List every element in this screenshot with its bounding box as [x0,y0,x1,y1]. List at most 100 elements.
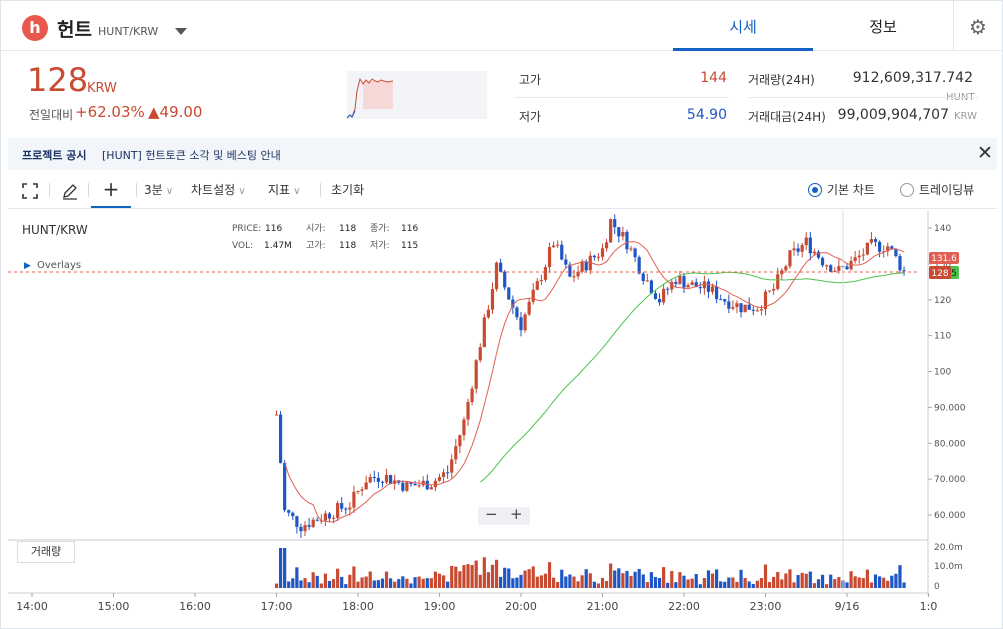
candle-body [617,227,621,237]
legend-close: 116 [401,224,418,234]
candle-body [886,246,890,252]
chart-settings-label: 차트설정 [191,183,236,197]
volume-bar [556,581,560,588]
volume-bar [625,570,629,588]
basic-chart-radio[interactable] [808,183,822,197]
volume-bar [670,571,674,588]
reset-button[interactable]: 초기화 [331,183,365,197]
ohlc-legend: PRICE: 116 시가: 118 종가: 116 VOL: 1.47M 고가… [232,223,418,251]
chevron-down-icon: ∨ [235,186,246,197]
candle-body [845,266,849,270]
candle-body [503,271,507,288]
price-chart[interactable]: 140 130 120 110 100 90.000 80.000 70.000 60.000 … [8,210,997,625]
volume-bar [454,566,458,588]
chevron-down-icon[interactable] [175,28,187,35]
chart-settings-menu[interactable]: 차트설정 ∨ [191,181,246,198]
candle-body [376,477,380,482]
divider [515,97,729,98]
price-tick-label: 130 [934,260,951,270]
candle-body [776,274,780,289]
project-notice-bar[interactable]: 프로젝트 공시 [HUNT] 헌트토큰 소각 및 베스팅 안내 ✕ [8,138,997,170]
indicators-menu[interactable]: 지표 ∨ [268,181,301,198]
volume-bar [572,576,576,588]
pencil-icon[interactable] [61,182,79,200]
candle-body [364,482,368,490]
candle-body [568,264,572,277]
candle-body [763,291,768,310]
candle-body [482,317,486,348]
candle-body [344,508,348,510]
tradingview-label[interactable]: 트레이딩뷰 [919,183,975,197]
coin-pair[interactable]: HUNT/KRW [98,25,159,38]
candle-body [715,286,719,300]
mini-price-chart [346,71,487,119]
candle-body [865,242,869,255]
volume-bar [417,576,421,588]
legend-open: 118 [339,224,356,234]
fullscreen-icon[interactable] [22,183,38,199]
candle-body [849,261,853,270]
zoom-out-button[interactable]: − [485,505,498,523]
volume-bar [519,574,523,588]
tab-quote[interactable]: 시세 [673,1,813,51]
candle-body [759,309,764,311]
volume-bar [853,576,857,588]
candle-body [462,419,466,436]
candle-body [653,293,658,300]
volume-indicator-button[interactable]: 거래량 [17,541,75,563]
candle-body [499,262,503,272]
candle-body [743,304,747,313]
volume-bar [307,582,311,588]
candle-body [604,242,609,249]
notice-text[interactable]: [HUNT] 헌트토큰 소각 및 베스팅 안내 [102,149,281,162]
basic-chart-label[interactable]: 기본 차트 [827,183,875,197]
candle-body [898,256,902,271]
volume-bar [890,575,894,588]
volume-bar [568,574,572,588]
volume-bar [409,583,413,588]
crosshair-tool-button[interactable]: + [91,172,131,208]
volume-bar [494,559,499,588]
volume-bar [499,576,503,588]
volume-bar [825,584,829,588]
candle-body [678,275,682,284]
gear-icon[interactable]: ⚙ [953,1,1002,51]
candle-body [825,265,829,267]
price-tick-label: 80.000 [934,439,966,449]
play-icon[interactable]: ▶ [24,261,31,271]
volume-bar [364,576,368,588]
volume-bar [552,577,556,588]
interval-select[interactable]: 3분 ∨ [144,181,173,198]
time-tick-label: 9/16 [835,600,860,613]
time-axis: 14:00 15:00 16:00 17:00 18:00 19:00 20:00 21:00… [16,593,937,613]
volume-bar [751,583,755,588]
overlays-toggle[interactable]: Overlays [37,260,81,271]
volume-bar [340,576,344,588]
candle-body [853,257,857,262]
zoom-in-button[interactable]: + [510,505,523,523]
tab-info[interactable]: 정보 [869,18,897,36]
candlestick-chart-svg[interactable]: 14013012011010090.00080.00070.00060.000 … [8,210,997,625]
close-icon[interactable]: ✕ [977,142,993,164]
volume-bar [755,580,759,588]
time-tick-label: 17:00 [261,600,293,613]
volume-bar [515,577,519,588]
volume-bar [478,574,482,588]
divider [748,97,978,98]
volume-bar [584,569,588,588]
coin-name[interactable]: 헌트 [57,19,92,41]
volume-bar [592,581,596,588]
candle-body [519,317,523,331]
volume-bar [299,580,303,588]
volume-bar [816,579,821,588]
chart-toolbar: + 3분 ∨ 차트설정 ∨ 지표 ∨ 초기화 기본 차트 트레이딩뷰 [8,172,997,209]
candle-body [580,261,584,272]
candle-body [437,476,442,481]
price-axis: 140 130 120 110 100 90.000 80.000 70.000 60.000 [928,224,966,521]
volume-bar [401,576,405,588]
volume-bar [706,570,711,588]
volume-bar [348,574,352,588]
volume-bar [507,568,511,588]
tradingview-radio[interactable] [900,183,914,197]
volume-bar [380,578,385,588]
